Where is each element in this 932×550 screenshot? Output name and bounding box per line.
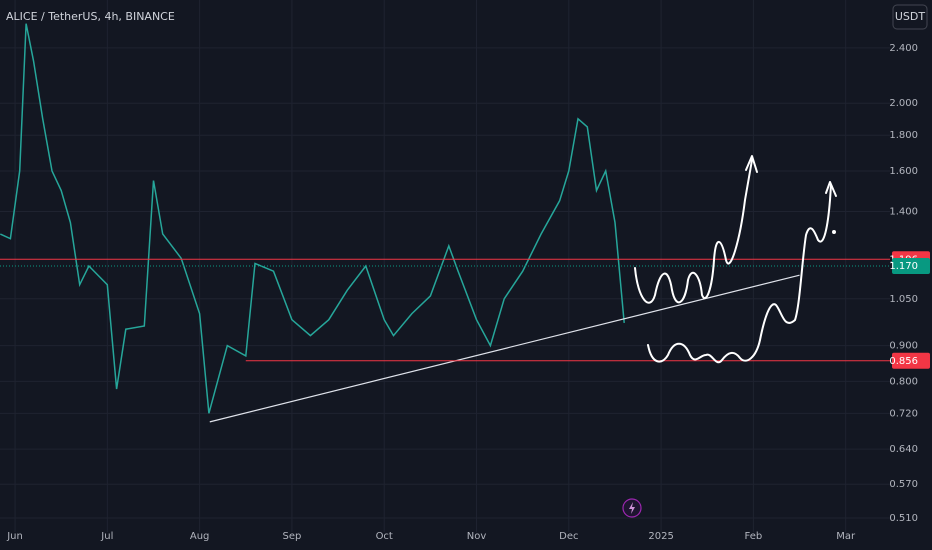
x-tick-label: Jun [6, 531, 23, 542]
lightning-icon[interactable] [629, 502, 635, 514]
currency-button-label[interactable]: USDT [895, 10, 926, 23]
x-tick-label: Sep [282, 531, 301, 542]
freehand-dot [832, 230, 836, 234]
x-tick-label: Nov [467, 531, 487, 542]
price-level-label: 1.170 [889, 261, 918, 272]
currency-button[interactable] [892, 4, 928, 30]
price-level-tag [892, 352, 930, 369]
y-tick-label: 0.640 [889, 444, 918, 455]
y-tick-label: 1.050 [889, 294, 918, 305]
x-tick-label: Aug [190, 531, 210, 542]
freehand-drawing [634, 159, 753, 304]
price-line [0, 23, 625, 414]
y-tick-label: 0.510 [889, 513, 918, 524]
y-tick-label: 2.000 [889, 98, 918, 109]
y-tick-label: 0.570 [889, 479, 918, 490]
y-tick-label: 1.600 [889, 166, 918, 177]
axes: 2.400 2.000 1.800 1.600 1.400 1.050 0.900 0.800… [6, 43, 930, 542]
x-tick-label: Jul [100, 531, 113, 542]
freehand-drawing [647, 184, 832, 364]
price-axis [890, 0, 932, 550]
y-tick-label: 0.720 [889, 408, 918, 419]
y-tick-label: 0.900 [889, 341, 918, 352]
x-tick-label: Oct [376, 531, 393, 542]
drawings [634, 155, 837, 364]
y-tick-label: 1.800 [889, 130, 918, 141]
price-level-label: 0.856 [889, 356, 918, 367]
x-tick-label: Dec [559, 531, 578, 542]
y-tick-label: 1.400 [889, 206, 918, 217]
freehand-arrow [745, 155, 758, 173]
x-tick-label: Feb [745, 531, 763, 542]
x-tick-label: Mar [836, 531, 856, 542]
y-tick-label: 0.800 [889, 376, 918, 387]
x-tick-label: 2025 [648, 531, 673, 542]
y-tick-label: 2.400 [889, 43, 918, 54]
chart-title: ALICE / TetherUS, 4h, BINANCE [6, 10, 175, 23]
price-level-tag [892, 257, 930, 274]
trendline [209, 274, 800, 423]
plot [0, 23, 890, 423]
freehand-arrow [825, 181, 837, 197]
